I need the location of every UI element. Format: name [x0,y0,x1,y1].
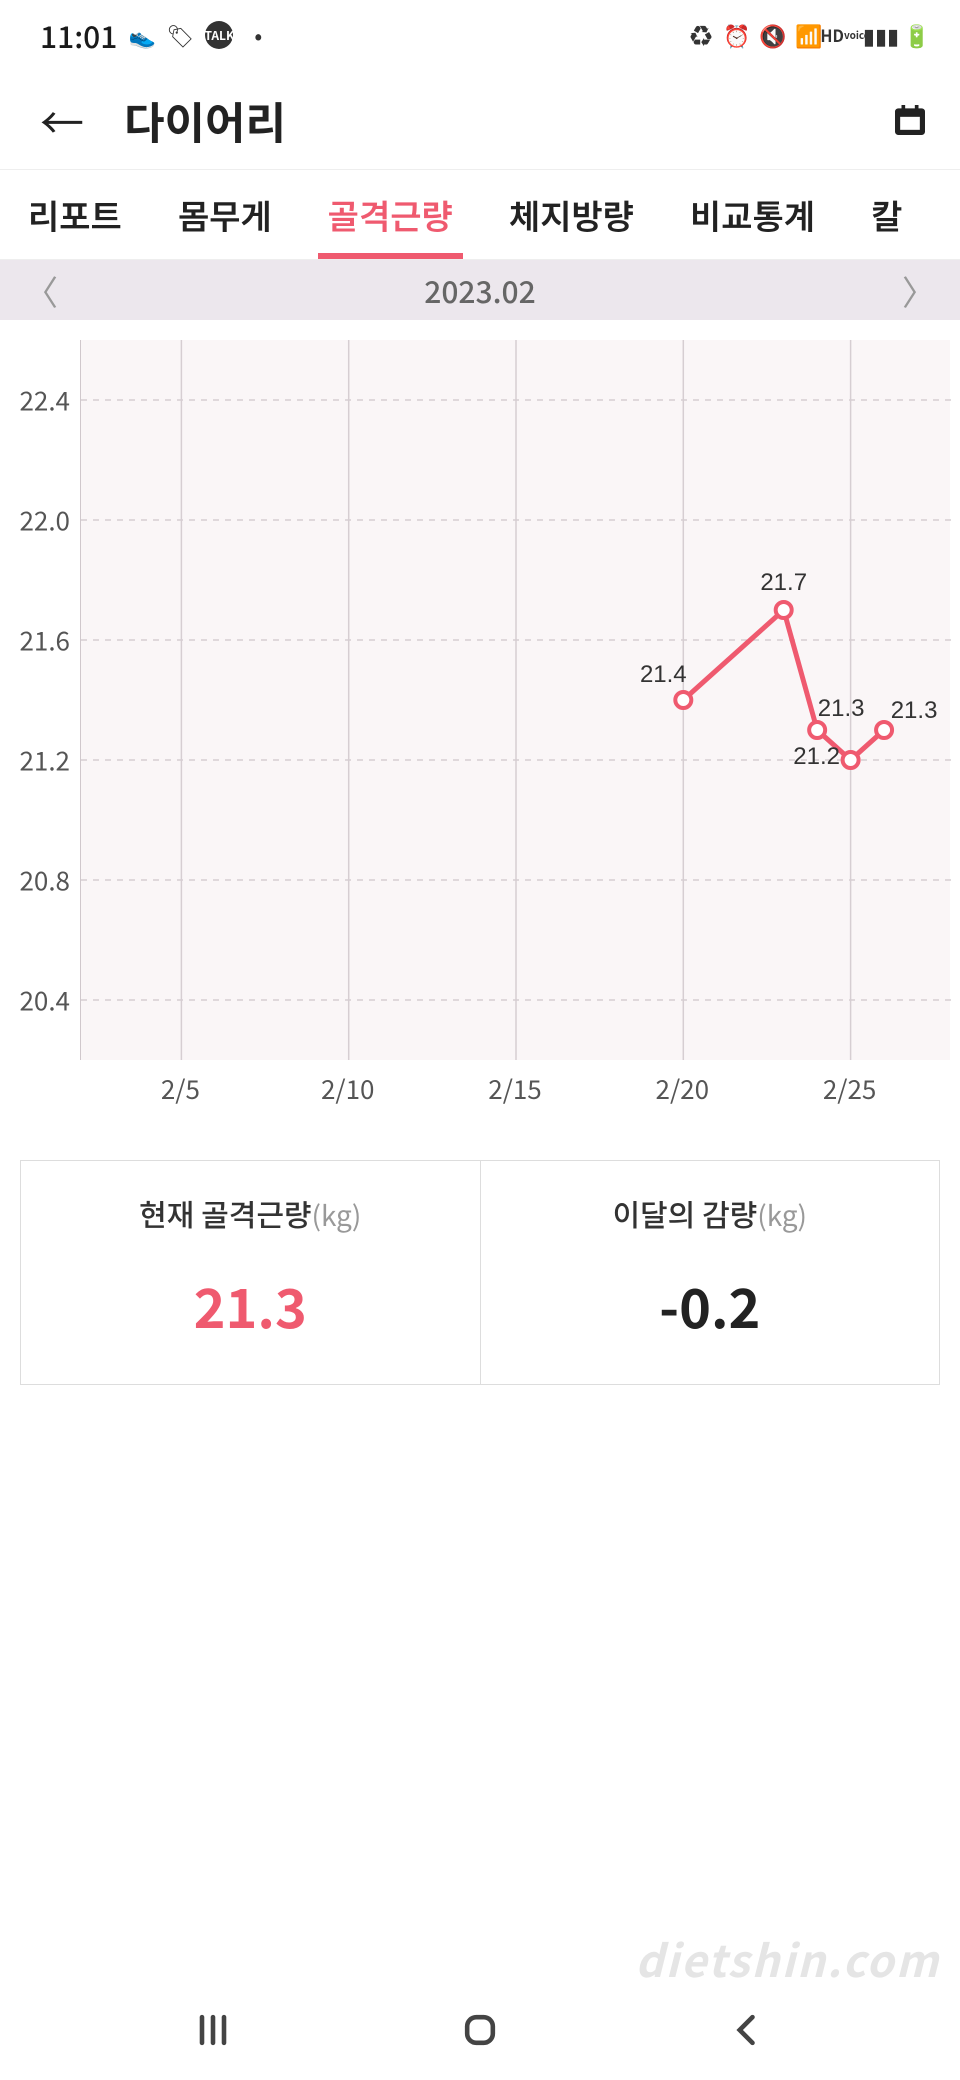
summary-current-value: 21.3 [31,1265,470,1344]
tab-0[interactable]: 리포트 [0,170,150,259]
hd-voice-icon: HDvoice [832,22,858,48]
tabs: 리포트몸무게골격근량체지방량비교통계칼 [0,170,960,260]
app-bar: ← 다이어리 [0,70,960,170]
summary-change-label: 이달의 감량(kg) [491,1191,930,1235]
next-month-button[interactable]: 〉 [902,266,936,315]
talk-icon: TALK [205,21,233,49]
month-navigator: 〈 2023.02 〉 [0,260,960,320]
svg-text:21.4: 21.4 [640,661,687,688]
summary-panel: 현재 골격근량(kg) 21.3 이달의 감량(kg) -0.2 [20,1160,940,1385]
x-tick: 2/5 [161,1070,200,1107]
prev-month-button[interactable]: 〈 [24,266,58,315]
y-tick: 20.8 [19,862,70,899]
summary-current: 현재 골격근량(kg) 21.3 [21,1161,480,1384]
summary-change-value: -0.2 [491,1265,930,1344]
status-left: 11:01 👟 🏷 TALK • [40,13,271,57]
y-tick: 21.6 [19,622,70,659]
wifi-icon: 📶 [796,22,822,48]
shoe-icon: 👟 [129,22,155,48]
month-label: 2023.02 [424,268,536,312]
nav-recent-button[interactable] [191,2008,235,2052]
tab-2[interactable]: 골격근량 [300,170,481,259]
summary-current-label: 현재 골격근량(kg) [31,1191,470,1235]
badge-icon: 🏷 [167,22,193,48]
status-right: ♻ ⏰ 🔇 📶 HDvoice ▮▮▮ 🔋 [688,22,930,48]
summary-current-unit: (kg) [312,1195,362,1235]
tab-5[interactable]: 칼 [843,170,930,259]
nav-home-button[interactable] [458,2008,502,2052]
y-tick: 22.0 [19,502,70,539]
x-tick: 2/15 [488,1070,541,1107]
x-tick: 2/10 [321,1070,374,1107]
tab-4[interactable]: 비교통계 [662,170,843,259]
y-tick: 20.4 [19,982,70,1019]
tab-1[interactable]: 몸무게 [150,170,300,259]
calendar-button[interactable] [890,100,930,140]
status-time: 11:01 [40,13,117,57]
y-tick: 22.4 [19,382,70,419]
mute-icon: 🔇 [760,22,786,48]
x-tick: 2/20 [656,1070,709,1107]
signal-icon: ▮▮▮ [868,22,894,48]
y-axis: 20.4 20.8 21.2 21.6 22.0 22.4 [0,340,80,1060]
recycle-icon: ♻ [688,22,714,48]
svg-text:21.3: 21.3 [818,695,865,722]
x-tick: 2/25 [823,1070,876,1107]
summary-change-unit: (kg) [757,1195,807,1235]
chart-area: 20.420.821.221.622.022.4 21.421.721.321.… [0,340,960,1120]
nav-back-button[interactable] [725,2008,769,2052]
alarm-icon: ⏰ [724,22,750,48]
android-nav-bar [0,1980,960,2080]
tab-3[interactable]: 체지방량 [481,170,662,259]
svg-text:21.3: 21.3 [891,697,938,724]
dot-icon: • [245,22,271,48]
back-button[interactable]: ← [30,88,104,152]
svg-text:21.7: 21.7 [760,569,807,596]
summary-change: 이달의 감량(kg) -0.2 [480,1161,940,1384]
summary-change-label-text: 이달의 감량 [612,1191,757,1235]
status-bar: 11:01 👟 🏷 TALK • ♻ ⏰ 🔇 📶 HDvoice ▮▮▮ 🔋 [0,0,960,70]
summary-current-label-text: 현재 골격근량 [139,1191,311,1235]
page-title: 다이어리 [124,88,286,152]
x-axis: 2/5 2/10 2/15 2/20 2/25 [80,1060,950,1120]
y-tick: 21.2 [19,742,70,779]
svg-text:21.2: 21.2 [793,743,840,770]
battery-icon: 🔋 [904,22,930,48]
chart-plot: 21.4 21.7 21.3 21.2 21.3 [80,340,950,1060]
